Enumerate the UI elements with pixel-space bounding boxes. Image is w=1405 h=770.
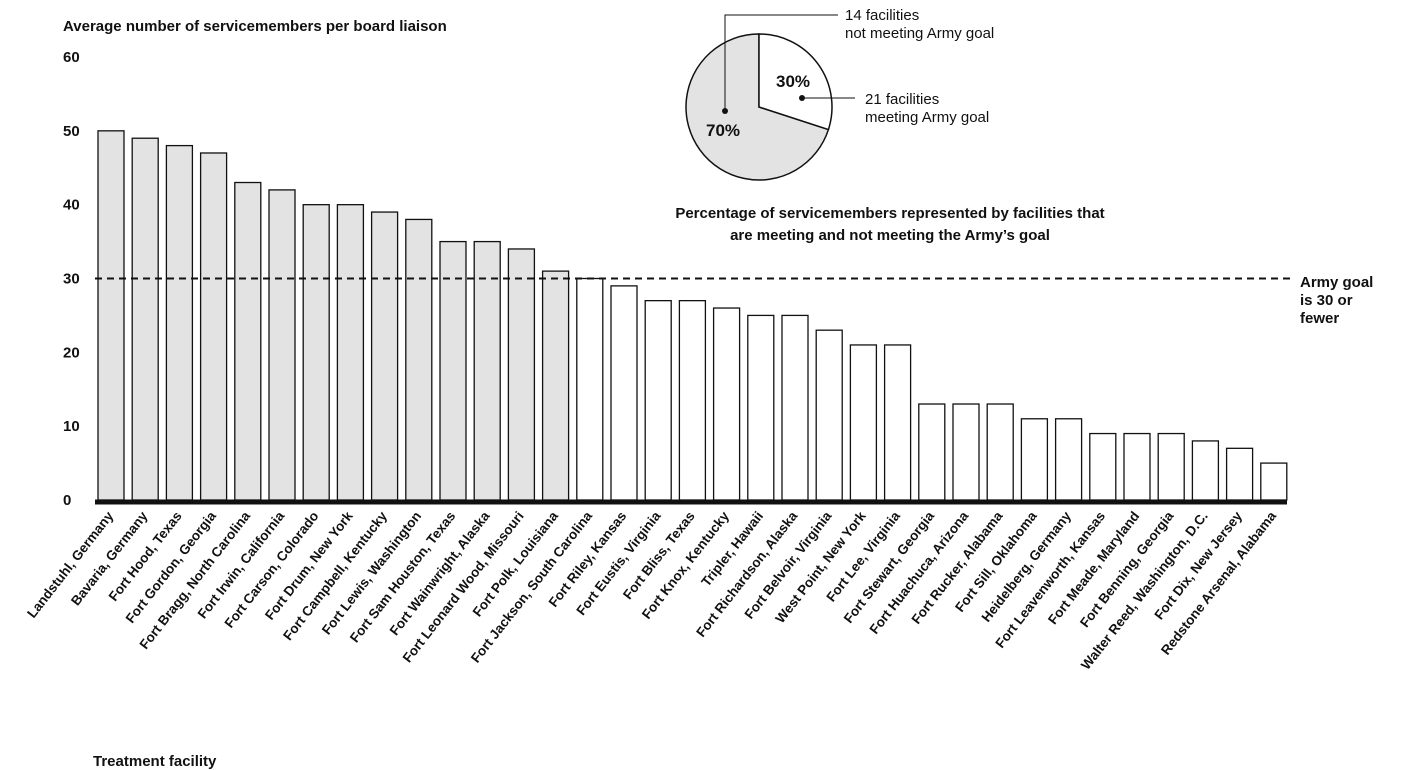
goal-label-line-2: is 30 or (1300, 292, 1353, 309)
pie-slice-not-meeting (685, 33, 830, 181)
callout-dot-meeting (799, 95, 805, 101)
bar (918, 403, 946, 501)
bar (302, 204, 330, 501)
pie-slice-meeting (758, 33, 833, 131)
bar (370, 211, 399, 501)
bar (1260, 462, 1288, 501)
inset-pie-chart: 70% 30% 14 facilities not meeting Army g… (675, 7, 1104, 244)
callout-meeting-line-1: 21 facilities (865, 91, 939, 108)
bar (1157, 432, 1185, 501)
goal-label-line-1: Army goal (1300, 274, 1373, 291)
pie-label-70: 70% (706, 121, 740, 140)
bar (473, 240, 501, 501)
bar (815, 329, 843, 501)
bar (747, 314, 775, 501)
bar (1020, 418, 1049, 501)
bar (610, 285, 638, 501)
bar (541, 270, 570, 501)
y-axis-ticks: 0 10 20 30 40 50 60 (63, 49, 80, 509)
bar (576, 277, 604, 501)
bar (199, 152, 228, 501)
bar (439, 240, 467, 501)
bar (507, 248, 536, 501)
y-tick-label: 40 (63, 197, 80, 214)
callout-meeting-line-2: meeting Army goal (865, 109, 989, 126)
bar (952, 403, 980, 501)
x-axis-title: Treatment facility (93, 753, 217, 770)
bar (849, 344, 878, 501)
pie-caption-line-2: are meeting and not meeting the Army’s g… (730, 227, 1050, 244)
y-tick-label: 50 (63, 123, 80, 140)
bar (1225, 447, 1254, 501)
bar (644, 299, 672, 501)
callout-not-meeting-line-2: not meeting Army goal (845, 25, 994, 42)
goal-label-line-3: fewer (1300, 310, 1339, 327)
bar (678, 299, 707, 501)
bar (1089, 432, 1117, 501)
y-tick-label: 30 (63, 271, 80, 288)
bar-series (97, 130, 1288, 501)
pie-caption-line-1: Percentage of servicemembers represented… (675, 205, 1104, 222)
bar (405, 218, 433, 501)
y-tick-label: 20 (63, 344, 80, 361)
y-tick-label: 60 (63, 49, 80, 66)
bar (1054, 418, 1083, 501)
callout-leader-not-meeting (724, 14, 838, 111)
pie-label-30: 30% (776, 72, 810, 91)
bar (336, 204, 365, 501)
callout-not-meeting-line-1: 14 facilities (845, 7, 919, 24)
bar (1191, 440, 1220, 501)
bar (986, 403, 1014, 501)
bar (781, 314, 809, 501)
y-tick-label: 10 (63, 418, 80, 435)
y-axis-title: Average number of servicemembers per boa… (63, 18, 447, 35)
bar (131, 137, 159, 501)
y-tick-label: 0 (63, 492, 71, 509)
bar (883, 344, 912, 501)
bar (97, 130, 125, 501)
bar (268, 189, 296, 501)
callout-dot-not-meeting (722, 108, 728, 114)
bar (234, 181, 262, 501)
bar (712, 307, 741, 501)
bar (165, 144, 194, 501)
bar (1123, 432, 1151, 501)
